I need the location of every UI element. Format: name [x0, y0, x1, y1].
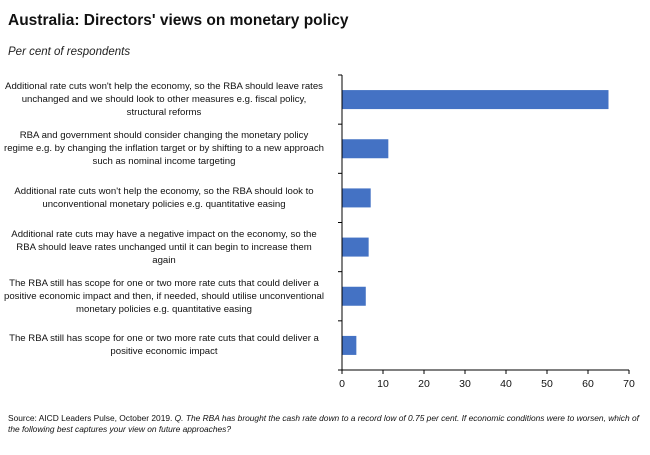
x-tick-label: 60: [582, 378, 594, 390]
x-tick-label: 10: [377, 378, 389, 390]
bar-1: [342, 90, 609, 110]
bar-chart: 0 10 20 30 40 50 60 70: [338, 74, 635, 390]
bar-6: [342, 335, 357, 355]
x-tick-label: 50: [541, 378, 553, 390]
chart-subtitle: Per cent of respondents: [8, 46, 131, 58]
x-tick-label: 30: [459, 378, 471, 390]
source-note: Source: AICD Leaders Pulse, October 2019…: [8, 413, 643, 435]
category-label-5: The RBA still has scope for one or two m…: [4, 277, 324, 315]
source-prefix: Source: AICD Leaders Pulse, October 2019…: [8, 413, 173, 423]
category-label-1: Additional rate cuts won't help the econ…: [5, 81, 323, 119]
x-tick-label: 0: [339, 378, 345, 390]
x-tick-label: 20: [418, 378, 430, 390]
x-tick-label: 70: [623, 378, 635, 390]
bar-2: [342, 139, 389, 159]
bar-4: [342, 237, 369, 257]
source-question: Q. The RBA has brought the cash rate dow…: [8, 413, 639, 434]
category-label-4: Additional rate cuts may have a negative…: [11, 228, 317, 266]
category-label-6: The RBA still has scope for one or two m…: [9, 333, 319, 358]
bar-5: [342, 286, 366, 306]
category-label-2: RBA and government should consider chang…: [4, 130, 324, 168]
chart-title: Australia: Directors' views on monetary …: [8, 12, 349, 29]
category-label-3: Additional rate cuts won't help the econ…: [14, 185, 314, 210]
x-tick-label: 40: [500, 378, 512, 390]
bar-3: [342, 188, 371, 208]
